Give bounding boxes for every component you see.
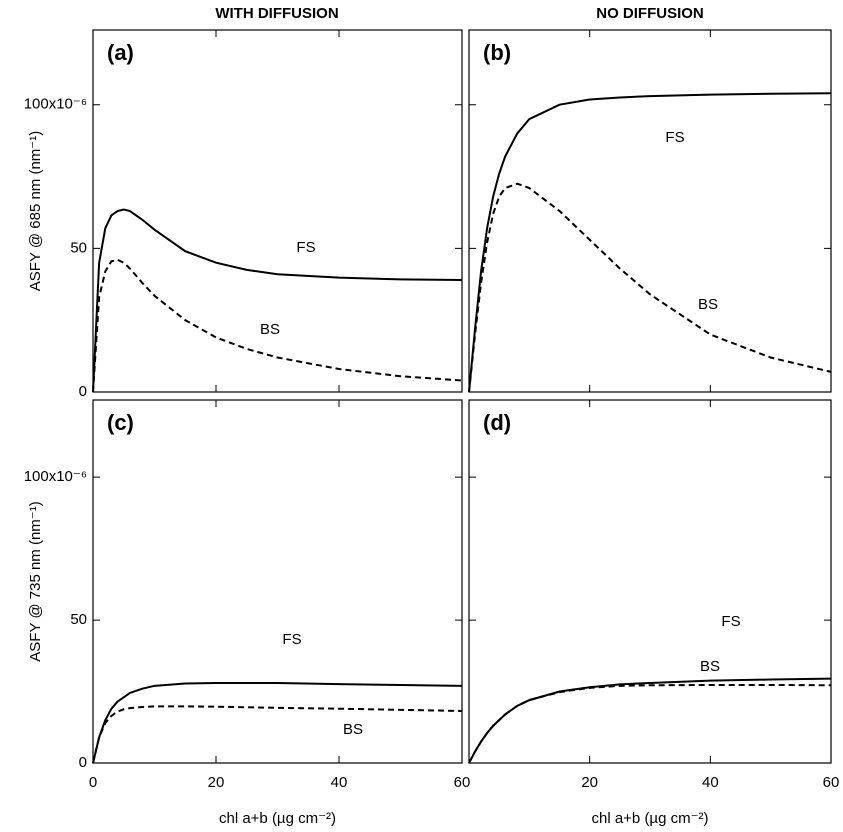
series-line: [468, 677, 832, 764]
series-line: [92, 705, 463, 764]
series-label: BS: [698, 296, 718, 313]
series-line: [468, 182, 832, 393]
x-axis-label: chl a+b (µg cm⁻²): [591, 810, 708, 827]
x-tick-label: 40: [702, 774, 719, 791]
panel-label: (d): [483, 410, 511, 435]
series-line: [468, 683, 832, 764]
y-tick-label: 50: [70, 239, 87, 256]
x-tick-label: 60: [454, 774, 471, 791]
x-tick-label: 20: [581, 774, 598, 791]
x-tick-label: 60: [823, 774, 840, 791]
series-label: BS: [700, 658, 720, 675]
series-label: BS: [260, 321, 280, 338]
y-axis-label: ASFY @ 735 nm (nm⁻¹): [27, 501, 44, 661]
y-tick-label: 100x10⁻⁶: [24, 96, 87, 113]
series-label: BS: [343, 721, 363, 738]
series-label: FS: [296, 239, 315, 256]
y-tick-label: 100x10⁻⁶: [24, 468, 87, 485]
series-line: [468, 92, 832, 393]
x-axis-label: chl a+b (µg cm⁻²): [219, 810, 336, 827]
series-line: [92, 681, 463, 764]
x-tick-label: 0: [89, 774, 97, 791]
x-tick-label: 40: [331, 774, 348, 791]
y-tick-label: 0: [79, 383, 87, 400]
plot-frame: [468, 399, 832, 764]
series-label: FS: [282, 631, 301, 648]
panel-label: (c): [107, 410, 134, 435]
series-label: FS: [665, 129, 684, 146]
y-axis-label: ASFY @ 685 nm (nm⁻¹): [27, 131, 44, 291]
y-tick-label: 50: [70, 611, 87, 628]
series-line: [92, 258, 463, 393]
plot-frame: [92, 399, 463, 764]
panel-label: (b): [483, 40, 511, 65]
plot-frame: [468, 29, 832, 393]
column-title: NO DIFFUSION: [596, 5, 704, 22]
series-line: [92, 208, 463, 393]
x-tick-label: 20: [208, 774, 225, 791]
plot-frame: [92, 29, 463, 393]
series-label: FS: [721, 613, 740, 630]
panel-label: (a): [107, 40, 134, 65]
y-tick-label: 0: [79, 754, 87, 771]
column-title: WITH DIFFUSION: [215, 5, 338, 22]
